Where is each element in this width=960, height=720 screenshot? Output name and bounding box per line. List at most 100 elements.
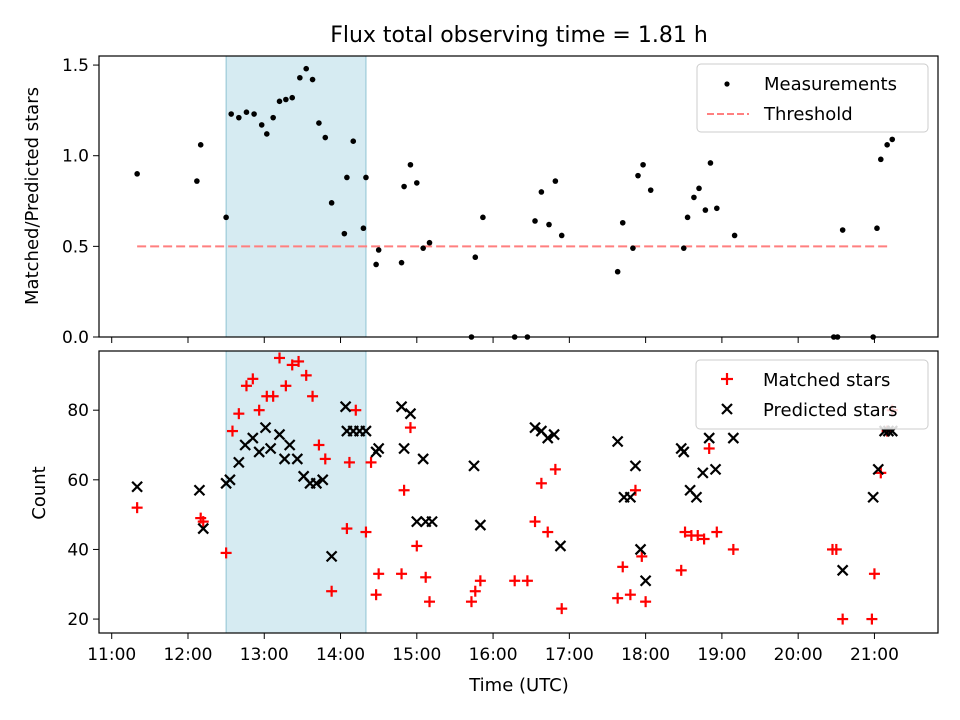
measurement-point [889, 136, 896, 143]
ratio-legend: Measurements Threshold [696, 63, 929, 133]
count-x-tick-label: 13:00 [240, 645, 289, 665]
predicted-star-point [224, 474, 236, 486]
measurement-point [363, 174, 369, 181]
measurement-point [289, 94, 296, 101]
predicted-star-point-b [677, 446, 690, 458]
matched-star-point [300, 369, 312, 381]
measurement-point [614, 268, 621, 275]
matched-star-point [253, 404, 265, 416]
matched-star-point [679, 526, 691, 538]
count-y-tick-label: 60 [67, 471, 89, 491]
predicted-star-point [360, 425, 372, 437]
count-x-tick-label: 16:00 [469, 645, 518, 665]
legend-predicted-label: Predicted stars [763, 400, 897, 421]
predicted-star-point [690, 491, 703, 504]
predicted-star-point [836, 564, 849, 577]
matched-star-point [370, 589, 382, 601]
count-y-tick-label: 80 [67, 401, 89, 421]
count-x-tick-label: 12:00 [163, 645, 212, 665]
count-legend: Matched stars Predicted stars [695, 359, 929, 430]
predicted-star-point-b [291, 453, 304, 465]
matched-star-point [286, 359, 298, 371]
predicted-star-point [677, 446, 690, 458]
matched-star-point [404, 422, 416, 434]
measurement-point [309, 76, 316, 83]
predicted-star-point-b [372, 442, 385, 455]
matched-star-point [612, 592, 624, 604]
predicted-star-point-b [624, 491, 637, 504]
predicted-star-point-b [247, 432, 259, 444]
measurement-point [328, 200, 335, 206]
measurement-point [691, 194, 697, 201]
count-x-tick-label: 21:00 [850, 645, 899, 665]
measurement-point [647, 187, 654, 193]
matched-star-point [521, 575, 533, 587]
count-x-axis: 11:00 12:00 13:00 14:00 15:00 16:00 17:00 18:00… [87, 633, 899, 665]
ratio-y-tick-label: 1.0 [62, 147, 89, 167]
predicted-star-point [548, 428, 560, 441]
matched-star-point [220, 547, 232, 559]
predicted-star-point [372, 442, 385, 455]
matched-star-point [319, 453, 331, 465]
matched-star-point [692, 530, 704, 542]
matched-star-point [542, 526, 554, 538]
predicted-star-point [339, 400, 352, 413]
predicted-star-point [273, 428, 286, 441]
predicted-star-point [253, 446, 265, 458]
predicted-star-point [474, 519, 487, 531]
measurement-point [731, 232, 738, 239]
predicted-star-point-b [709, 463, 722, 476]
legend-matched-label: Matched stars [763, 370, 890, 391]
legend-threshold-label: Threshold [763, 104, 853, 125]
measurement-point [702, 207, 709, 213]
predicted-star-point [417, 453, 429, 465]
measurement-point [619, 219, 626, 226]
predicted-star-point [131, 480, 143, 493]
predicted-star-point [624, 491, 637, 504]
predicted-star-point [541, 432, 554, 444]
measurement-point [714, 205, 720, 212]
predicted-star-point [310, 477, 323, 490]
predicted-star-point-b [703, 432, 715, 444]
matched-star-point [469, 585, 481, 597]
predicted-star-point-b [197, 522, 210, 535]
matched-star-point [636, 550, 648, 562]
predicted-star-point-b [474, 519, 487, 531]
predicted-star-point-b [535, 425, 548, 437]
matched-star-point [398, 484, 410, 496]
matched-star-point [307, 390, 319, 402]
measurement-point [414, 180, 420, 186]
legend-measurements-label: Measurements [764, 74, 897, 95]
matched-star-point [240, 380, 252, 392]
predicted-star-point-b [468, 460, 480, 472]
matched-star-point [226, 425, 238, 437]
predicted-star-point-b [836, 564, 849, 577]
measurement-point [264, 131, 270, 137]
matched-star-point [624, 589, 636, 601]
measurement-point [341, 230, 348, 237]
predicted-star-point [325, 550, 338, 563]
predicted-star-point-b [310, 477, 323, 490]
matched-star-point [703, 442, 715, 454]
ratio-highlight-span [225, 55, 367, 338]
matched-star-points [131, 352, 898, 625]
predicted-star-point-b [417, 453, 429, 465]
matched-star-point [698, 533, 710, 545]
measurement-point [707, 160, 714, 166]
measurement-point [194, 178, 200, 184]
matched-star-point [617, 561, 629, 573]
predicted-star-point-b [554, 540, 567, 552]
count-x-tick-label: 20:00 [774, 645, 823, 665]
predicted-star-point-b [727, 432, 740, 444]
matched-star-point [267, 390, 279, 402]
predicted-star-point [709, 463, 722, 476]
measurement-point [360, 225, 367, 232]
predicted-star-point-b [395, 400, 408, 413]
matched-star-point [197, 516, 209, 528]
measurement-point [228, 111, 235, 117]
ratio-y-tick-label: 0.5 [62, 237, 89, 257]
matched-star-point [373, 568, 385, 580]
measurement-point [532, 218, 538, 224]
